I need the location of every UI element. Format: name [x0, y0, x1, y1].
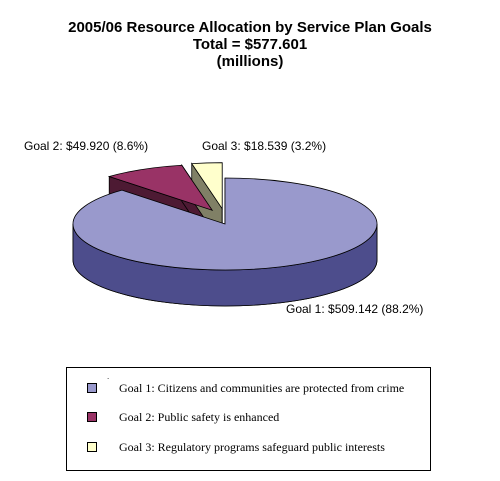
pie-slice-goal-2	[107, 164, 214, 212]
legend-item-goal-3: Goal 3: Regulatory programs safeguard pu…	[87, 439, 385, 455]
pie-tops	[72, 162, 378, 271]
pie-chart: Goal 1: $509.142 (88.2%) Goal 2: $49.920 …	[24, 139, 423, 316]
slice-label-goal-2: Goal 2: $49.920 (8.6%)	[24, 139, 148, 153]
chart-subtitle-units: (millions)	[216, 53, 284, 70]
slice-label-goal-1: Goal 1: $509.142 (88.2%)	[286, 302, 423, 316]
legend-label-goal-2: Goal 2: Public safety is enhanced	[119, 409, 280, 424]
legend-label-goal-1: Goal 1: Citizens and communities are pro…	[119, 380, 405, 395]
legend-dot-mark: .	[107, 372, 110, 381]
legend-item-goal-2: Goal 2: Public safety is enhanced	[87, 409, 279, 425]
legend-item-goal-1: Goal 1: Citizens and communities are pro…	[87, 380, 404, 396]
chart-subtitle-total: Total = $577.601	[192, 36, 308, 53]
legend-label-goal-3: Goal 3: Regulatory programs safeguard pu…	[119, 439, 385, 454]
chart-legend: . Goal 1: Citizens and communities are p…	[66, 367, 431, 471]
pie-slice-goal-3	[191, 162, 223, 210]
pie-slice-goal-1	[72, 177, 378, 271]
chart-title: 2005/06 Resource Allocation by Service P…	[68, 19, 432, 36]
legend-swatch-goal-2	[87, 412, 97, 422]
slice-label-goal-3: Goal 3: $18.539 (3.2%)	[202, 139, 326, 153]
legend-swatch-goal-1	[87, 383, 97, 393]
legend-swatch-goal-3	[87, 442, 97, 452]
